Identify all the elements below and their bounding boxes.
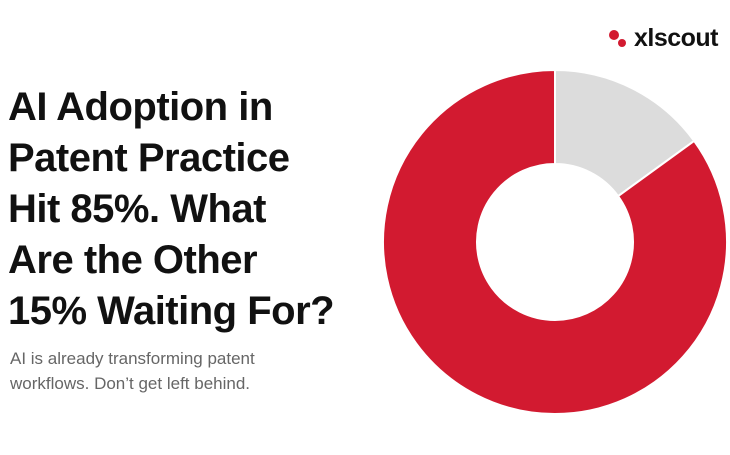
brand-icon — [609, 30, 626, 47]
brand-name: xlscout — [633, 24, 719, 52]
logo-dot — [609, 30, 619, 40]
logo-dot — [618, 39, 626, 47]
subtitle-line: workflows. Don’t get left behind. — [10, 374, 251, 393]
chart-subtitle: AI is already transforming patent workflo… — [10, 346, 255, 396]
title-line: AI Adoption in — [8, 85, 273, 129]
donut-slice — [554, 68, 696, 198]
title-line: Patent Practice — [8, 136, 290, 180]
title-line: Are the Other — [8, 238, 258, 282]
donut-slice — [382, 68, 728, 415]
title-line: 15% Waiting For? — [8, 289, 335, 333]
title-line: Hit 85%. What — [8, 187, 266, 231]
chart-title: AI Adoption in Patent Practice Hit 85%. Wh… — [8, 82, 335, 337]
subtitle-line: AI is already transforming patent — [10, 349, 255, 368]
